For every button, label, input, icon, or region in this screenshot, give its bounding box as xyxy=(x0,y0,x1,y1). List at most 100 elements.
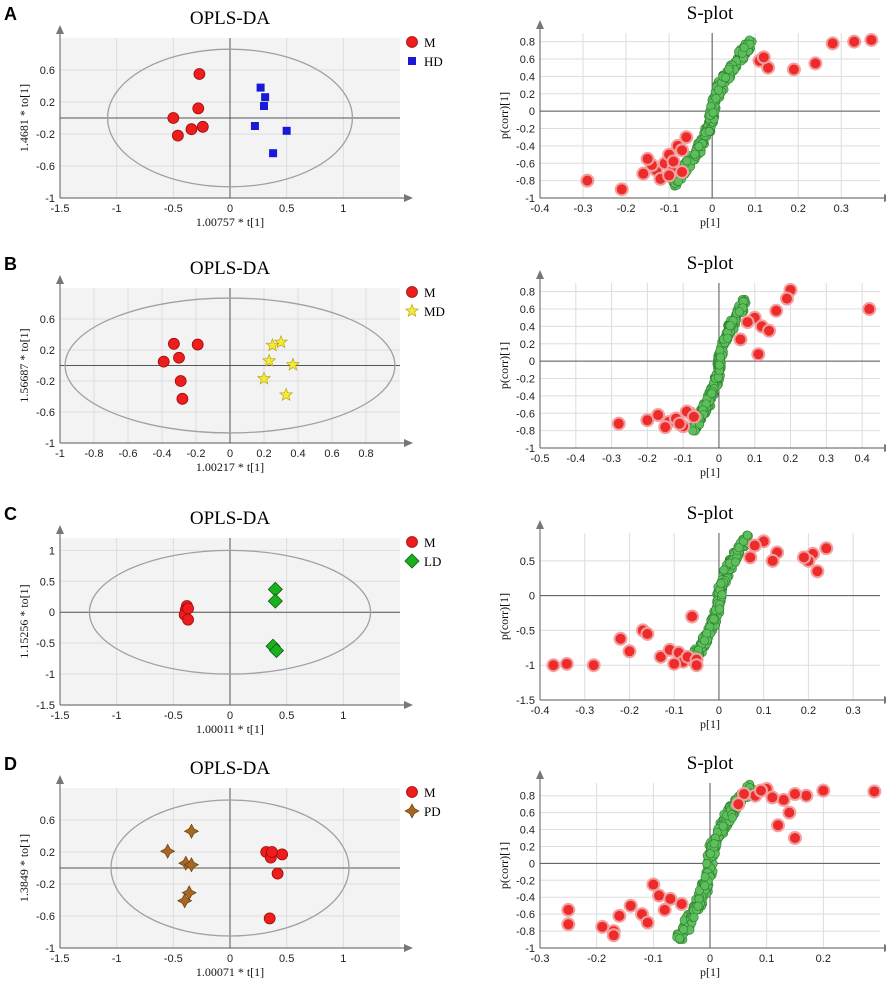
x-tick-label: 0.2 xyxy=(256,448,271,460)
splot-point-green xyxy=(719,565,729,575)
x-tick-label: 0 xyxy=(227,710,233,722)
splot-point-red xyxy=(864,32,879,47)
x-tick-label: 0.5 xyxy=(279,203,294,215)
splot-point-red xyxy=(561,917,576,932)
x-axis-label: 1.00757 * t[1] xyxy=(196,215,264,229)
splot-point-red xyxy=(788,787,802,801)
y-axis-arrow xyxy=(536,520,544,529)
x-tick-label: -0.2 xyxy=(617,203,636,215)
x-tick-label: -0.2 xyxy=(187,448,206,460)
splot-point-red xyxy=(786,62,801,77)
y-tick-label: -0.6 xyxy=(36,161,55,173)
x-tick-label: 0.2 xyxy=(801,705,816,717)
legend-label: M xyxy=(424,785,436,800)
data-point-m xyxy=(192,102,205,115)
splot-point-red xyxy=(561,902,576,917)
splot-point-red xyxy=(825,36,840,51)
splot-point-red xyxy=(622,644,637,659)
splot-point-red xyxy=(808,56,823,71)
splot-point-red xyxy=(623,898,638,913)
y-axis-arrow xyxy=(56,525,64,534)
y-tick-label: -0.2 xyxy=(36,129,55,141)
y-tick-label: 0.2 xyxy=(40,847,55,859)
x-tick-label: -0.4 xyxy=(566,453,585,465)
splot-point-red xyxy=(675,143,690,158)
y-tick-label: 0 xyxy=(49,607,55,619)
splot-point-red xyxy=(640,626,655,641)
x-tick-label: 0 xyxy=(227,448,233,460)
x-axis-arrow xyxy=(404,944,413,952)
data-point-md xyxy=(256,371,272,385)
s-plot-chart: -0.5 -0.4 -0.3 -0.2 -0.1 0 0.1 0.2 0.3 0.4 -1 -0.8 -… xyxy=(497,253,886,479)
x-tick-label: 1 xyxy=(340,203,346,215)
splot-point-red xyxy=(614,182,629,197)
splot-point-red xyxy=(640,151,655,166)
x-axis-arrow xyxy=(404,439,413,447)
data-point-ld xyxy=(268,643,285,659)
x-tick-label: 0.8 xyxy=(358,448,373,460)
x-axis-label: 1.00011 * t[1] xyxy=(196,722,264,736)
x-tick-label: 0.1 xyxy=(759,953,774,965)
data-point-m xyxy=(173,351,185,364)
confidence-ellipse xyxy=(88,549,372,675)
opls-da-chart: -1.5 -1 -0.5 0 0.5 1-1-0.6-0.20.20.61.00757 *… xyxy=(17,8,443,229)
chart-title: S-plot xyxy=(687,503,734,524)
y-tick-label: -0.6 xyxy=(516,909,535,921)
splot-point-green xyxy=(711,93,721,103)
splot-point-red xyxy=(685,609,700,624)
x-tick-label: -1 xyxy=(112,710,122,722)
splot-point-green xyxy=(716,579,726,589)
splot-point-red xyxy=(788,831,802,845)
y-tick-label: 0.6 xyxy=(40,314,55,326)
splot-point-red xyxy=(595,919,610,934)
splot-point-green xyxy=(717,590,727,600)
x-axis-arrow xyxy=(404,701,413,709)
splot-point-red xyxy=(737,787,751,801)
x-axis-arrow xyxy=(404,194,413,202)
x-tick-label: -0.4 xyxy=(531,705,550,717)
y-tick-label: 0.8 xyxy=(520,791,535,803)
splot-point-red xyxy=(672,416,687,431)
data-point-pd xyxy=(183,857,200,873)
splot-point-red xyxy=(640,915,655,930)
x-tick-label: -0.4 xyxy=(531,203,550,215)
legend-marker-hd xyxy=(408,57,416,65)
x-tick-label: 0 xyxy=(709,203,715,215)
data-point-pd xyxy=(177,893,193,909)
data-point-pd xyxy=(160,843,176,859)
x-tick-label: -0.3 xyxy=(602,453,621,465)
chart-title: S-plot xyxy=(687,753,734,774)
splot-point-red xyxy=(657,902,672,917)
data-point-m xyxy=(167,337,180,350)
legend-label: M xyxy=(424,535,436,550)
splot-point-red xyxy=(816,783,831,798)
panel-letter: B xyxy=(4,254,17,274)
y-tick-label: 0.6 xyxy=(520,54,535,66)
y-tick-label: -0.5 xyxy=(516,625,535,637)
data-point-m xyxy=(176,392,189,405)
y-tick-label: -0.2 xyxy=(36,879,55,891)
x-tick-label: -0.1 xyxy=(660,203,679,215)
splot-point-green xyxy=(727,813,737,823)
splot-point-green xyxy=(675,933,685,943)
y-tick-label: -0.4 xyxy=(516,892,535,904)
splot-point-red xyxy=(651,408,666,422)
legend-marker-m xyxy=(406,536,418,548)
splot-point-red xyxy=(640,413,655,428)
y-tick-label: -1 xyxy=(45,669,55,681)
panel-letter: D xyxy=(4,754,17,774)
s-plot-chart: -0.4 -0.3 -0.2 -0.1 0 0.1 0.2 0.3 -1.5 -1 -0.5 0 0.5… xyxy=(497,503,886,731)
x-tick-label: -0.5 xyxy=(164,953,183,965)
chart-title: OPLS-DA xyxy=(190,508,271,529)
splot-point-red xyxy=(679,130,694,145)
splot-point-red xyxy=(612,908,627,923)
splot-point-red xyxy=(779,291,794,306)
splot-point-green xyxy=(679,925,689,935)
data-point-ld xyxy=(267,593,283,609)
x-tick-label: -0.2 xyxy=(587,953,606,965)
x-tick-label: -0.2 xyxy=(638,453,657,465)
splot-point-red xyxy=(796,550,811,565)
x-tick-label: 0.1 xyxy=(747,453,762,465)
y-axis-label: 1.3849 * to[1] xyxy=(17,834,31,902)
splot-point-red xyxy=(674,897,689,911)
